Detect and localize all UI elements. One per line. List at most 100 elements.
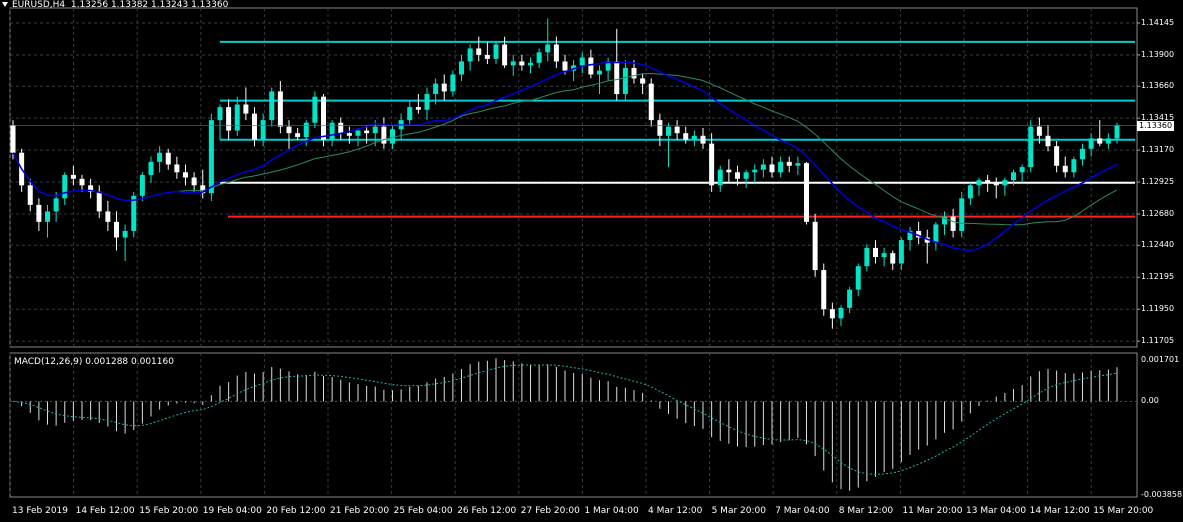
candle-body: [105, 211, 111, 222]
candle-body: [545, 44, 551, 53]
price-frame: [9, 7, 1138, 348]
candle-body: [200, 185, 206, 194]
candle-body: [27, 185, 33, 205]
ohlc-readout: 1.13256 1.13382 1.13243 1.13360: [70, 0, 229, 10]
candle-body: [950, 216, 956, 231]
time-axis-label: 1 Mar 04:00: [584, 506, 639, 516]
time-axis-label: 8 Mar 12:00: [838, 506, 894, 516]
candle-body: [528, 62, 533, 66]
moving-average-fast: [12, 61, 1118, 252]
candle-body: [226, 107, 232, 131]
candle-body: [62, 174, 68, 199]
candle-body: [588, 57, 594, 75]
candle-body: [1080, 148, 1085, 160]
candle-body: [114, 221, 119, 238]
candle-body: [674, 126, 680, 134]
candle-body: [942, 216, 947, 225]
candle-body: [493, 44, 499, 59]
candle-body: [717, 169, 723, 186]
candle-body: [312, 96, 318, 123]
candle-body: [191, 177, 197, 186]
candle-body: [1062, 165, 1068, 173]
candle-body: [579, 57, 585, 66]
candle-body: [657, 120, 663, 136]
candle-body: [217, 107, 223, 121]
candle-body: [752, 169, 758, 173]
candle-body: [873, 247, 878, 258]
candle-body: [967, 185, 973, 199]
candle-body: [467, 48, 473, 62]
candle-body: [726, 169, 732, 173]
candle-body: [286, 126, 292, 134]
candle-body: [53, 198, 59, 212]
candle-body: [786, 161, 792, 166]
time-axis-label: 19 Feb 04:00: [202, 506, 262, 516]
candle-body: [605, 61, 611, 71]
candle-body: [907, 230, 913, 241]
candle-body: [277, 91, 283, 127]
candle-body: [70, 174, 76, 179]
candle-body: [933, 224, 939, 243]
candle-body: [700, 135, 706, 144]
candle-body: [450, 74, 456, 92]
candle-body: [985, 180, 991, 183]
candle-body: [976, 180, 982, 186]
candle-body: [838, 307, 844, 319]
candle-body: [208, 120, 214, 194]
candle-body: [372, 126, 378, 134]
time-axis-label: 20 Feb 12:00: [266, 506, 326, 516]
candle-body: [683, 133, 689, 140]
macd-signal-line: [12, 364, 1118, 475]
candle-body: [476, 48, 482, 55]
candle-body: [778, 161, 784, 173]
candle-body: [183, 172, 188, 178]
time-axis-label: 27 Feb 20:00: [520, 506, 580, 516]
candle-body: [1071, 159, 1077, 173]
candle-body: [321, 96, 326, 140]
candle-body: [804, 163, 809, 222]
candle-body: [36, 204, 42, 222]
dropdown-triangle-icon[interactable]: [2, 2, 8, 7]
macd-axis-label: 0.001701: [1141, 355, 1180, 365]
candle-body: [709, 143, 715, 186]
candle-body: [571, 65, 577, 71]
time-axis-label: 15 Mar 20:00: [1093, 506, 1154, 516]
candle-body: [424, 94, 430, 110]
time-axis-label: 21 Feb 20:00: [330, 506, 390, 516]
time-axis-label: 11 Mar 20:00: [902, 506, 963, 516]
candle-body: [364, 130, 370, 134]
candle-body: [355, 130, 361, 136]
candle-body: [1088, 138, 1094, 149]
candle-body: [666, 126, 671, 136]
time-axis-label: 14 Feb 12:00: [75, 506, 135, 516]
candle-body: [795, 163, 801, 166]
candle-body: [622, 67, 628, 95]
candle-body: [433, 83, 439, 95]
candle-body: [769, 164, 775, 173]
candle-body: [131, 195, 137, 231]
candle-body: [338, 122, 344, 134]
candle-body: [157, 152, 163, 162]
candle-body: [1097, 138, 1103, 144]
time-axis-label: 5 Mar 20:00: [711, 506, 766, 516]
candle-body: [898, 240, 904, 264]
candle-body: [415, 107, 421, 110]
candle-body: [812, 221, 818, 271]
candle-body: [45, 211, 50, 222]
candle-body: [821, 270, 827, 310]
price-axis-label: 1.13900: [1141, 49, 1175, 59]
time-axis-label: 25 Feb 04:00: [393, 506, 453, 516]
candle-body: [407, 107, 413, 121]
candle-body: [510, 61, 516, 66]
price-axis-label: 1.12440: [1141, 240, 1175, 250]
candle-body: [174, 164, 180, 173]
candle-body: [924, 237, 930, 243]
candle-body: [597, 70, 602, 75]
candle-body: [88, 185, 94, 192]
candle-body: [390, 129, 395, 144]
price-axis-label: 1.13170: [1141, 145, 1175, 155]
candle-body: [993, 182, 999, 186]
candle-body: [459, 61, 464, 75]
